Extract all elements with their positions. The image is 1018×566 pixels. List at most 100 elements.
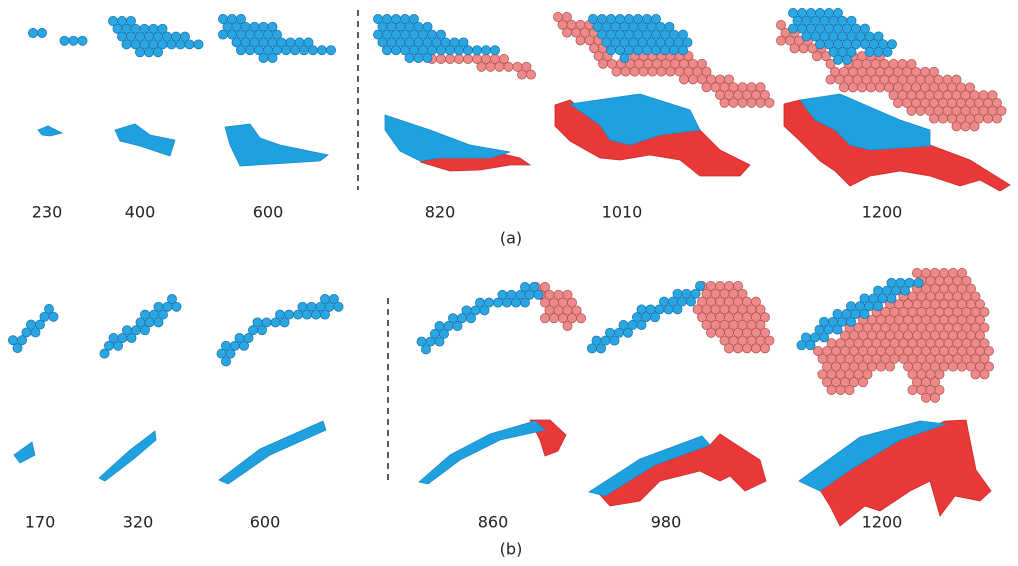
node [320, 310, 329, 319]
label: 170 [25, 513, 56, 532]
node [992, 114, 1001, 123]
node [135, 48, 144, 57]
node [874, 47, 883, 56]
node [576, 36, 585, 45]
node [610, 336, 619, 345]
node [414, 53, 423, 62]
node [733, 344, 742, 353]
node [31, 328, 40, 337]
node [836, 385, 845, 394]
node [502, 298, 511, 307]
shapes [8, 8, 1010, 526]
node [218, 30, 227, 39]
label: 1200 [862, 203, 903, 222]
node [144, 48, 153, 57]
node [790, 44, 799, 53]
node [876, 362, 885, 371]
node [908, 385, 917, 394]
node [660, 46, 669, 55]
node [802, 32, 811, 41]
label: 600 [250, 513, 281, 532]
node [914, 278, 923, 287]
node [540, 314, 549, 323]
node [637, 320, 646, 329]
node [308, 46, 317, 55]
caption: (b) [500, 540, 523, 559]
node [916, 106, 925, 115]
node [630, 67, 639, 76]
node [648, 67, 657, 76]
node [236, 46, 245, 55]
node [720, 98, 729, 107]
node [326, 46, 335, 55]
node [480, 306, 489, 315]
node [738, 98, 747, 107]
node [620, 53, 629, 62]
node [445, 46, 454, 55]
node [436, 54, 445, 63]
node [857, 83, 866, 92]
node [466, 314, 475, 323]
node [290, 46, 299, 55]
node [846, 317, 855, 326]
node [78, 36, 87, 45]
node [760, 344, 769, 353]
node [511, 298, 520, 307]
node [504, 62, 513, 71]
node [221, 357, 230, 366]
node [826, 75, 835, 84]
node [562, 28, 571, 37]
node [280, 318, 289, 327]
node [317, 46, 326, 55]
node [421, 345, 430, 354]
node [598, 59, 607, 68]
node [664, 305, 673, 314]
label: 1010 [602, 203, 643, 222]
node [642, 46, 651, 55]
node [666, 67, 675, 76]
node [679, 75, 688, 84]
node [797, 341, 806, 350]
node [472, 46, 481, 55]
node [481, 46, 490, 55]
node [686, 297, 695, 306]
node [858, 378, 867, 387]
node [526, 70, 535, 79]
node [268, 53, 277, 62]
node [860, 309, 869, 318]
node [453, 321, 462, 330]
node [688, 75, 697, 84]
label: 600 [253, 203, 284, 222]
node [293, 310, 302, 319]
node [445, 54, 454, 63]
node [957, 362, 966, 371]
node [788, 24, 797, 33]
node [839, 83, 848, 92]
node [463, 54, 472, 63]
node [961, 122, 970, 131]
node [435, 337, 444, 346]
node [815, 40, 824, 49]
node [948, 362, 957, 371]
node [334, 302, 343, 311]
node [37, 28, 46, 37]
node [887, 294, 896, 303]
node [28, 28, 37, 37]
node [382, 46, 391, 55]
node [549, 314, 558, 323]
node [423, 53, 432, 62]
node [651, 46, 660, 55]
node [633, 46, 642, 55]
node [520, 298, 529, 307]
node [490, 46, 499, 55]
node [259, 53, 268, 62]
node [167, 40, 176, 49]
node [639, 67, 648, 76]
node [776, 36, 785, 45]
label: 980 [651, 513, 682, 532]
node [845, 385, 854, 394]
node [848, 83, 857, 92]
node [833, 325, 842, 334]
node [706, 328, 715, 337]
node [952, 122, 961, 131]
